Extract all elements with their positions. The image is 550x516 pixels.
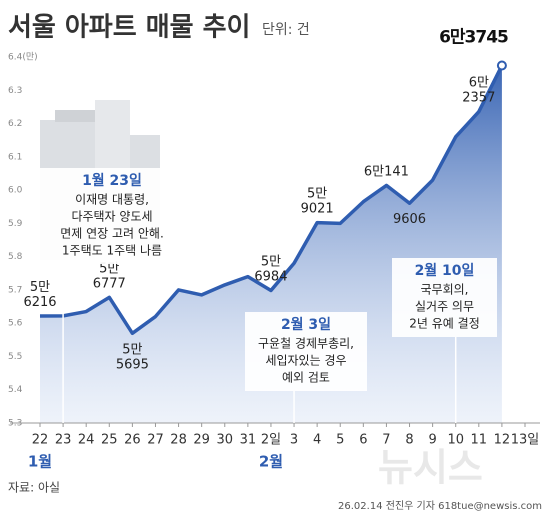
data-label-line: 6777 <box>93 276 126 291</box>
data-label-line: 5만 <box>122 342 142 357</box>
y-tick-label: 6.3 <box>8 86 22 96</box>
area <box>40 65 502 423</box>
x-tick-label: 11 <box>471 433 488 448</box>
x-tick-label: 13일 <box>511 433 540 448</box>
month-label: 2월 <box>259 453 283 471</box>
x-tick-label: 4 <box>313 433 321 448</box>
data-label-line: 9021 <box>301 201 334 216</box>
data-label-line: 9606 <box>393 212 426 227</box>
data-label: 9606 <box>393 212 426 227</box>
data-label: 5만 9021 <box>301 186 334 216</box>
data-label: 6만 2357 <box>462 75 495 105</box>
data-label-line: 5만 <box>99 261 119 276</box>
watermark: 뉴시스 <box>378 446 483 490</box>
x-tick-label: 27 <box>147 433 164 448</box>
x-tick-label: 10 <box>447 433 464 448</box>
y-tick-label: 6.4(만) <box>8 52 38 63</box>
annotation-box <box>32 168 192 264</box>
data-label: 5만 6777 <box>93 261 126 291</box>
annotation-text: 1주택도 1주택 나름 <box>62 244 162 258</box>
annotation-title: 2월 10일 <box>415 262 475 279</box>
x-tick-label: 26 <box>124 433 141 448</box>
y-tick-label: 5.8 <box>8 252 23 262</box>
data-label-line: 6216 <box>23 294 56 309</box>
chart-subtitle: 단위: 건 <box>262 22 310 38</box>
data-label-line: 5695 <box>116 357 149 372</box>
source: 자료: 아실 <box>8 481 60 495</box>
y-tick-label: 6.2 <box>8 119 22 129</box>
x-tick-label: 7 <box>382 433 390 448</box>
annotation-text: 이재명 대통령, <box>75 193 149 207</box>
chart-title: 서울 아파트 매물 추이 <box>8 13 250 43</box>
annotation-box <box>392 258 497 337</box>
y-tick-label: 6.1 <box>8 152 22 162</box>
x-tick-label: 29 <box>193 433 210 448</box>
annotation-title: 2월 3일 <box>281 316 331 333</box>
data-label-line: 6984 <box>254 269 287 284</box>
data-label: 6만141 <box>364 164 409 179</box>
annotation-text: 예외 검토 <box>282 371 330 385</box>
x-tick-label: 25 <box>101 433 118 448</box>
x-tick-label: 2일 <box>261 433 281 448</box>
annotation-text: 2년 유예 결정 <box>409 317 479 331</box>
line <box>39 64 504 336</box>
x-tick-label: 6 <box>359 433 367 448</box>
annotation-box <box>245 312 367 391</box>
data-label-line: 6만141 <box>364 164 409 179</box>
y-tick-label: 5.6 <box>8 319 23 329</box>
x-tick-label: 23 <box>55 433 72 448</box>
data-label: 6만3745 <box>439 27 508 47</box>
data-label: 5만 5695 <box>116 342 149 372</box>
annotation-text: 구윤철 경제부총리, <box>258 337 354 351</box>
x-tick-label: 9 <box>428 433 436 448</box>
data-label-line: 5만 <box>307 186 327 201</box>
annotation-text: 국무회의, <box>421 283 469 297</box>
annotation-title: 1월 23일 <box>82 172 142 189</box>
annotation-text: 세입자있는 경우 <box>265 354 346 368</box>
month-label: 1월 <box>28 453 52 471</box>
data-label-line: 6만 <box>469 75 489 90</box>
y-tick-label: 5.5 <box>8 352 22 362</box>
data-label: 5만 6984 <box>254 254 287 284</box>
y-tick-label: 6.0 <box>8 186 23 196</box>
credit: 26.02.14 전진우 기자 618tue@newsis.com <box>338 500 542 512</box>
end-marker <box>496 60 507 71</box>
x-tick-label: 22 <box>32 433 49 448</box>
data-label-line: 5만 <box>30 279 50 294</box>
x-tick-label: 8 <box>405 433 413 448</box>
annotation-text: 면제 연장 고려 안해. <box>60 227 164 241</box>
x-tick-label: 5 <box>336 433 344 448</box>
x-tick-label: 24 <box>78 433 95 448</box>
annotation-text: 다주택자 양도세 <box>71 210 152 224</box>
data-label-line: 5만 <box>261 254 281 269</box>
y-tick-label: 5.7 <box>8 285 22 295</box>
y-tick-label: 5.9 <box>8 219 23 229</box>
x-tick-label: 28 <box>170 433 187 448</box>
x-tick-label: 30 <box>216 433 233 448</box>
x-tick-label: 3 <box>290 433 298 448</box>
annotation-text: 실거주 의무 <box>415 300 474 314</box>
data-label-line: 2357 <box>462 90 495 105</box>
x-tick-label: 31 <box>240 433 257 448</box>
y-tick-label: 5.4 <box>8 385 23 395</box>
data-label: 5만 6216 <box>23 279 56 309</box>
x-tick-label: 12 <box>494 433 511 448</box>
